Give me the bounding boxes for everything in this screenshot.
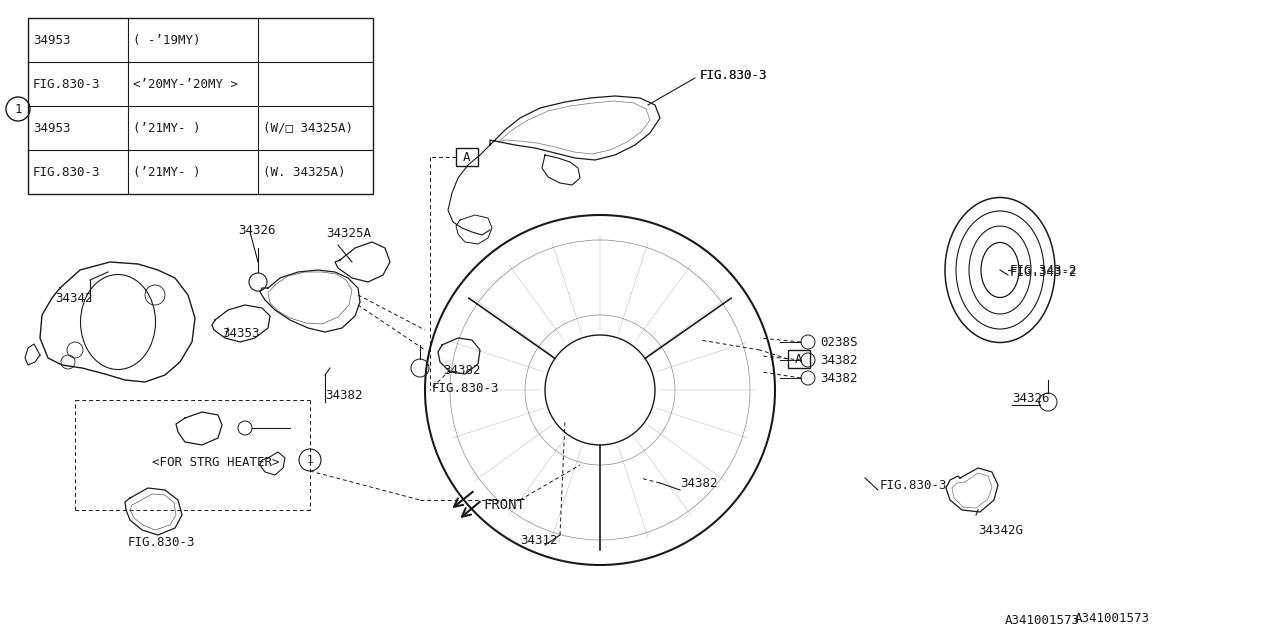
Text: FIG.830-3: FIG.830-3 [881, 479, 947, 492]
Text: 34326: 34326 [238, 223, 275, 237]
Text: 34325A: 34325A [326, 227, 371, 239]
Text: FIG.343-2: FIG.343-2 [1010, 264, 1078, 276]
Text: 34326: 34326 [1012, 392, 1050, 404]
Text: A341001573: A341001573 [1005, 614, 1080, 627]
Text: A: A [463, 150, 471, 163]
Text: FIG.830-3: FIG.830-3 [433, 381, 499, 394]
Text: FIG.830-3: FIG.830-3 [128, 536, 196, 550]
Text: 1: 1 [307, 455, 314, 465]
Text: 34382: 34382 [443, 364, 480, 376]
Text: <FOR STRG HEATER>: <FOR STRG HEATER> [152, 456, 279, 468]
Text: 34342: 34342 [55, 291, 92, 305]
Text: FIG.830-3: FIG.830-3 [33, 166, 101, 179]
Text: (W. 34325A): (W. 34325A) [262, 166, 346, 179]
Text: ( -’19MY): ( -’19MY) [133, 33, 201, 47]
Text: A341001573: A341001573 [1075, 611, 1149, 625]
Text: FIG.830-3: FIG.830-3 [33, 77, 101, 90]
Text: 1: 1 [14, 102, 22, 115]
Text: A: A [795, 353, 803, 365]
Text: 34382: 34382 [820, 371, 858, 385]
Text: 34353: 34353 [221, 326, 260, 339]
Text: (W/□ 34325A): (W/□ 34325A) [262, 122, 353, 134]
Text: 34953: 34953 [33, 33, 70, 47]
Text: <’20MY-’20MY >: <’20MY-’20MY > [133, 77, 238, 90]
Text: FIG.830-3: FIG.830-3 [700, 68, 768, 81]
Text: FIG.830-3: FIG.830-3 [700, 68, 768, 81]
Text: FRONT: FRONT [483, 498, 525, 512]
Bar [456, 148, 477, 166]
Bar [788, 350, 810, 368]
Text: (’21MY- ): (’21MY- ) [133, 122, 201, 134]
Text: 34342G: 34342G [978, 524, 1023, 536]
Text: FIG.343-2: FIG.343-2 [1010, 266, 1078, 278]
Text: 34312: 34312 [520, 534, 558, 547]
Text: (’21MY- ): (’21MY- ) [133, 166, 201, 179]
Text: 0238S: 0238S [820, 335, 858, 349]
Text: 34953: 34953 [33, 122, 70, 134]
Text: 34382: 34382 [680, 477, 718, 490]
Text: 34382: 34382 [820, 353, 858, 367]
Bar [28, 18, 372, 194]
Text: 34382: 34382 [325, 388, 362, 401]
